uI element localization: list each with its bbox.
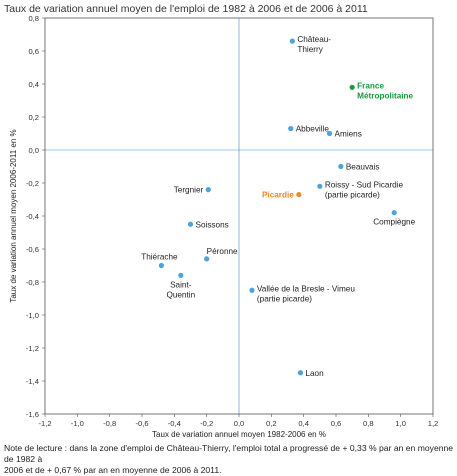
y-tick-label: -0,2 (26, 179, 39, 188)
x-tick-label: 0,0 (234, 419, 245, 428)
scatter-point-group: Château-Thierry (289, 35, 331, 54)
x-tick-label: -1,0 (71, 419, 84, 428)
scatter-point (326, 130, 333, 137)
x-tick-label: -1,2 (38, 419, 51, 428)
scatter-point (249, 287, 255, 293)
x-tick-label: -0,2 (200, 419, 213, 428)
y-tick-label: -0,4 (26, 212, 39, 221)
y-tick-label: 0,0 (28, 146, 39, 155)
scatter-point (349, 84, 355, 90)
reading-note-line-1: Note de lecture : dans la zone d'emploi … (4, 443, 454, 464)
point-label: Roissy - Sud Picardie (325, 180, 404, 189)
point-label: Saint- (170, 280, 192, 289)
scatter-point (158, 262, 164, 269)
scatter-point-group: Abbeville (288, 125, 329, 134)
scatter-point (204, 256, 210, 262)
x-tick-label: 0,6 (331, 419, 342, 428)
scatter-point-group: Vallée de la Bresle - Vimeu(partie picar… (249, 284, 355, 303)
point-label: Tergnier (174, 186, 204, 195)
scatter-point-group: Compiègne (373, 210, 416, 227)
y-tick-label: 0,2 (28, 113, 39, 122)
point-label: Abbeville (296, 125, 330, 134)
scatter-point (297, 370, 304, 376)
x-tick-label: -0,6 (135, 419, 148, 428)
point-label: Péronne (207, 247, 238, 256)
y-tick-label: -1,2 (26, 344, 39, 353)
scatter-point-group: Saint-Quentin (166, 272, 196, 299)
point-label: France (357, 81, 384, 90)
y-axis-label: Taux de variation annuel moyen 2006-2011… (9, 129, 18, 302)
point-label: Soissons (196, 220, 229, 229)
x-tick-label: 0,2 (266, 419, 277, 428)
point-label: Thiérache (141, 253, 178, 262)
scatter-point (288, 125, 294, 132)
y-tick-label: 0,6 (28, 47, 39, 56)
scatter-point-group: Thiérache (141, 253, 178, 269)
point-label: Picardie (262, 191, 294, 200)
scatter-point-group: Laon (297, 369, 324, 378)
point-label: Laon (305, 369, 324, 378)
y-tick-label: -1,0 (26, 311, 39, 320)
y-tick-label: -1,6 (26, 410, 39, 419)
y-tick-label: 0,8 (28, 14, 39, 23)
scatter-point-group: Picardie (262, 191, 302, 200)
scatter-point-group: Péronne (204, 247, 238, 262)
scatter-point-group: Soissons (187, 220, 229, 229)
scatter-point-group: Tergnier (174, 186, 211, 195)
x-tick-label: 0,4 (298, 419, 309, 428)
x-tick-label: -0,8 (103, 419, 116, 428)
scatter-point (178, 272, 184, 278)
scatter-point-group: Beauvais (338, 163, 380, 172)
point-label: Château- (297, 35, 331, 44)
x-tick-label: -0,4 (168, 419, 181, 428)
point-label: Beauvais (346, 163, 380, 172)
tick-layer: -1,2 -1,0 -0,8 -0,6 -0,4 -0,2 0,0 0,2 0,4 0,6 0,8 1… (26, 14, 438, 428)
scatter-point (391, 210, 397, 216)
point-label: Compiègne (373, 218, 415, 227)
scatter-point (205, 187, 211, 193)
x-tick-label: 1,0 (395, 419, 406, 428)
y-tick-label: -1,4 (26, 377, 39, 386)
point-label: (partie picarde) (257, 294, 312, 303)
x-axis-label: Taux de variation annuel moyen 1982-2006… (152, 430, 326, 439)
scatter-point (338, 163, 344, 170)
point-label: Métropolitaine (357, 91, 413, 100)
y-tick-label: -0,8 (26, 278, 39, 287)
scatter-point-group: Amiens (326, 130, 362, 139)
scatter-point (317, 183, 323, 189)
scatter-point (289, 38, 295, 44)
chart-title: Taux de variation annuel moyen de l'empl… (4, 3, 368, 15)
zero-lines (45, 18, 433, 414)
reading-note-line-2: 2006 et de + 0,67 % par an en moyenne de… (4, 465, 222, 475)
scatter-point (296, 191, 302, 198)
point-label: Vallée de la Bresle - Vimeu (257, 284, 355, 293)
y-tick-label: -0,6 (26, 245, 39, 254)
point-label: Thierry (297, 45, 323, 54)
y-tick-label: 0,4 (28, 80, 39, 89)
x-tick-label: 0,8 (363, 419, 374, 428)
point-label: Quentin (166, 290, 195, 299)
scatter-point (187, 221, 194, 227)
point-label: (partie picarde) (325, 190, 380, 199)
x-tick-label: 1,2 (428, 419, 439, 428)
point-label: Amiens (335, 130, 362, 139)
scatter-point-group: Roissy - Sud Picardie(partie picarde) (317, 180, 404, 199)
reading-note: Note de lecture : dans la zone d'emploi … (4, 443, 454, 476)
